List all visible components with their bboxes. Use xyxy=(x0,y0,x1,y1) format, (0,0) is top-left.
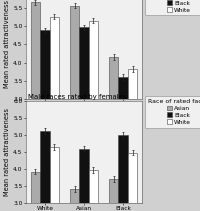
Bar xyxy=(31,172,40,211)
Bar xyxy=(50,17,59,209)
Bar xyxy=(109,179,118,211)
Bar xyxy=(128,69,137,209)
Text: Male faces rated by females: Male faces rated by females xyxy=(28,93,127,100)
Y-axis label: Mean rated attractiveness: Mean rated attractiveness xyxy=(4,0,10,88)
Bar xyxy=(89,170,98,211)
X-axis label: Race of rater: Race of rater xyxy=(62,110,106,116)
Bar xyxy=(128,153,137,211)
Y-axis label: Mean rated attractiveness: Mean rated attractiveness xyxy=(4,108,10,196)
Bar xyxy=(89,20,98,209)
Bar xyxy=(79,149,89,211)
Bar xyxy=(109,57,118,209)
Legend: Asian, Black, White: Asian, Black, White xyxy=(145,96,200,128)
Bar xyxy=(118,77,128,209)
Legend: Asian, Black, White: Asian, Black, White xyxy=(145,0,200,15)
Bar xyxy=(40,131,50,211)
Bar xyxy=(50,147,59,211)
Bar xyxy=(70,189,79,211)
Bar xyxy=(79,27,89,209)
Bar xyxy=(40,30,50,209)
Bar xyxy=(118,135,128,211)
Bar xyxy=(70,6,79,209)
Bar xyxy=(31,2,40,209)
